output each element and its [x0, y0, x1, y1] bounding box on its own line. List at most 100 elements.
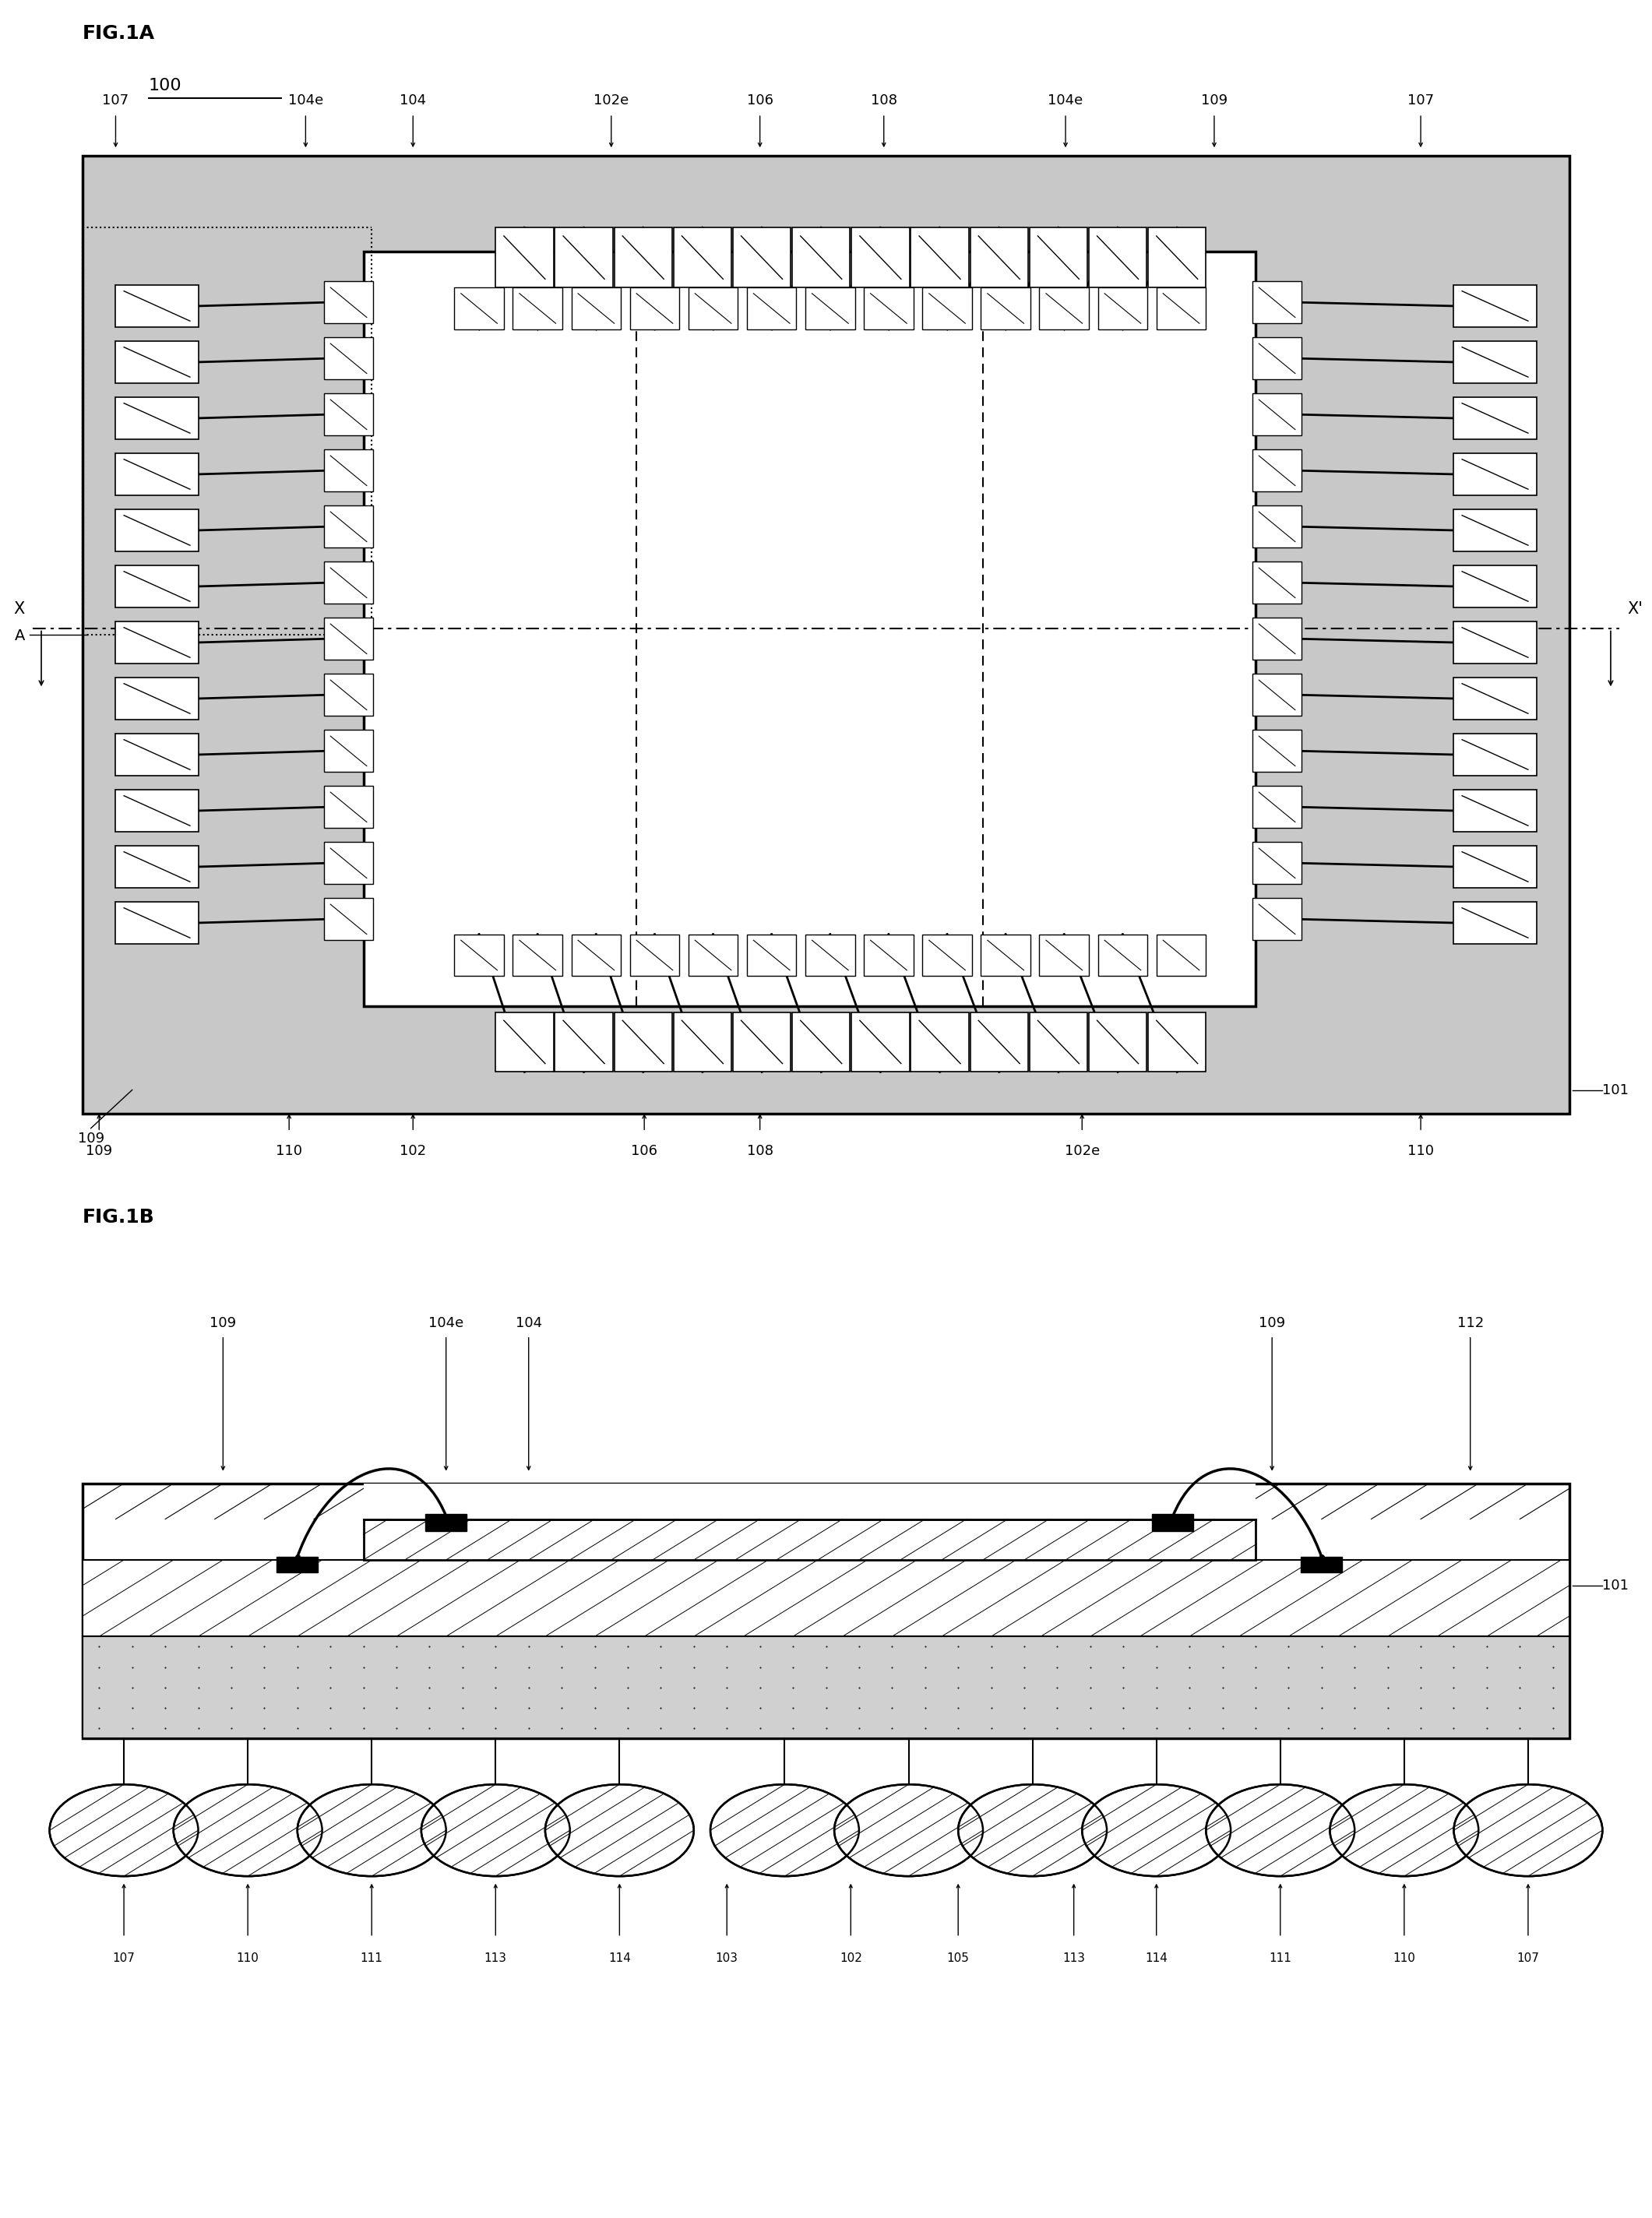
Bar: [454, 934, 504, 976]
Bar: [512, 934, 562, 976]
Text: 109: 109: [86, 1144, 112, 1158]
Bar: [1099, 934, 1148, 976]
Text: 113: 113: [1062, 1952, 1085, 1965]
Bar: [864, 934, 914, 976]
Text: 107: 107: [1408, 93, 1434, 109]
Bar: [1029, 228, 1087, 288]
Text: 101: 101: [1602, 1082, 1629, 1098]
Bar: [572, 934, 621, 976]
Text: 109: 109: [210, 1315, 236, 1331]
Circle shape: [1454, 1783, 1602, 1876]
Text: 111: 111: [360, 1952, 383, 1965]
Circle shape: [1206, 1783, 1355, 1876]
Bar: [83, 1637, 1569, 1739]
Text: 109: 109: [1201, 93, 1227, 109]
Bar: [324, 898, 373, 940]
Text: 104e: 104e: [428, 1315, 464, 1331]
Bar: [324, 619, 373, 659]
Circle shape: [1330, 1783, 1479, 1876]
Bar: [1156, 288, 1206, 328]
Text: 101: 101: [1602, 1579, 1629, 1593]
Bar: [1252, 843, 1302, 885]
Text: 107: 107: [102, 93, 129, 109]
Bar: [615, 228, 672, 288]
Circle shape: [421, 1783, 570, 1876]
Bar: [116, 790, 198, 832]
Bar: [324, 730, 373, 772]
Text: 103: 103: [715, 1952, 738, 1965]
Text: 110: 110: [236, 1952, 259, 1965]
Text: 108: 108: [747, 1144, 773, 1158]
Circle shape: [958, 1783, 1107, 1876]
Bar: [1454, 452, 1536, 495]
Bar: [1089, 1011, 1146, 1071]
Bar: [1252, 561, 1302, 603]
Bar: [1039, 934, 1089, 976]
Bar: [116, 342, 198, 384]
Bar: [363, 1484, 1256, 1519]
Bar: [689, 288, 738, 328]
Bar: [454, 288, 504, 328]
Bar: [1454, 845, 1536, 887]
Bar: [1156, 934, 1206, 976]
Bar: [572, 288, 621, 328]
Bar: [324, 561, 373, 603]
Bar: [324, 506, 373, 548]
Bar: [1039, 288, 1089, 328]
Bar: [1029, 1011, 1087, 1071]
Bar: [747, 288, 796, 328]
Bar: [1454, 342, 1536, 384]
Bar: [116, 566, 198, 608]
Bar: [1153, 1515, 1193, 1530]
Bar: [116, 621, 198, 663]
Text: 100: 100: [149, 78, 182, 93]
Circle shape: [1082, 1783, 1231, 1876]
Text: X': X': [1627, 601, 1642, 617]
Bar: [922, 934, 971, 976]
Text: 114: 114: [1145, 1952, 1168, 1965]
Bar: [1148, 228, 1206, 288]
Bar: [674, 228, 732, 288]
Bar: [116, 397, 198, 439]
Bar: [970, 228, 1028, 288]
Bar: [555, 228, 613, 288]
Bar: [1454, 566, 1536, 608]
Bar: [629, 288, 679, 328]
Text: 104: 104: [515, 1315, 542, 1331]
Text: 109: 109: [1259, 1315, 1285, 1331]
Text: 104: 104: [400, 93, 426, 109]
Bar: [116, 734, 198, 776]
Bar: [496, 1011, 553, 1071]
Bar: [1099, 288, 1148, 328]
Text: 105: 105: [947, 1952, 970, 1965]
Bar: [689, 934, 738, 976]
Bar: [83, 1559, 1569, 1637]
Bar: [1252, 619, 1302, 659]
Bar: [910, 228, 968, 288]
Bar: [629, 934, 679, 976]
Bar: [970, 1011, 1028, 1071]
Text: 102: 102: [839, 1952, 862, 1965]
Bar: [116, 452, 198, 495]
Bar: [1302, 1557, 1343, 1573]
Text: 104e: 104e: [287, 93, 324, 109]
Bar: [1252, 674, 1302, 716]
Bar: [1252, 730, 1302, 772]
Text: FIG.1B: FIG.1B: [83, 1209, 155, 1227]
Bar: [1252, 785, 1302, 827]
Text: 102: 102: [400, 1144, 426, 1158]
Text: 110: 110: [1393, 1952, 1416, 1965]
Text: 113: 113: [484, 1952, 507, 1965]
Bar: [555, 1011, 613, 1071]
Text: 107: 107: [1517, 1952, 1540, 1965]
Bar: [496, 228, 553, 288]
Bar: [981, 934, 1031, 976]
Bar: [324, 282, 373, 324]
Bar: [324, 393, 373, 435]
Bar: [1454, 397, 1536, 439]
Text: 106: 106: [631, 1144, 657, 1158]
Bar: [806, 288, 856, 328]
Text: 106: 106: [747, 93, 773, 109]
Bar: [981, 288, 1031, 328]
Bar: [324, 450, 373, 492]
